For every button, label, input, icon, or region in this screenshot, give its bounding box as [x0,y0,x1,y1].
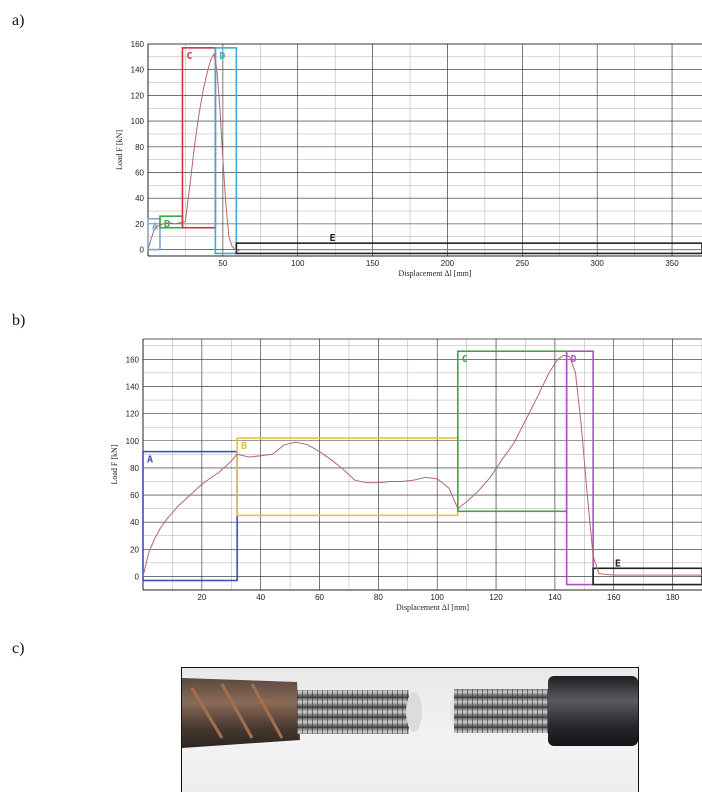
region-label-c: C [462,354,468,365]
y-tick-label: 120 [126,410,140,419]
rebar-illustration [182,668,638,792]
panel-c-label: c) [12,640,24,658]
x-tick-label: 40 [256,593,265,602]
fractured-rebar-photo [181,667,639,792]
x-tick-label: 120 [489,593,503,602]
y-tick-label: 160 [126,355,140,364]
chart-b: 20 40 60 80 100 120 140 160 180 0 20 40 60 80 100 120 14… [0,0,702,640]
region-box-c [458,351,567,511]
region-label-a: A [147,455,153,466]
region-label-b: B [241,441,247,452]
y-axis-title: Load F [kN] [110,444,119,484]
region-box-b [237,438,458,515]
x-tick-label: 180 [666,593,680,602]
x-tick-label: 100 [431,593,445,602]
x-tick-label: 140 [548,593,562,602]
x-tick-label: 20 [197,593,206,602]
region-label-e: E [615,558,621,569]
x-tick-label: 60 [315,593,324,602]
load-displacement-curve [143,355,702,576]
region-label-d: D [571,354,577,365]
y-tick-label: 80 [130,464,139,473]
x-tick-label: 160 [607,593,621,602]
y-tick-label: 60 [130,491,139,500]
y-tick-label: 40 [130,518,139,527]
x-tick-label: 80 [374,593,383,602]
y-tick-label: 0 [135,572,140,581]
y-tick-label: 140 [126,382,140,391]
x-axis-title: Displacement Δl [mm] [396,603,469,612]
y-tick-label: 20 [130,545,139,554]
y-tick-label: 100 [126,437,140,446]
region-box-a [143,452,237,581]
